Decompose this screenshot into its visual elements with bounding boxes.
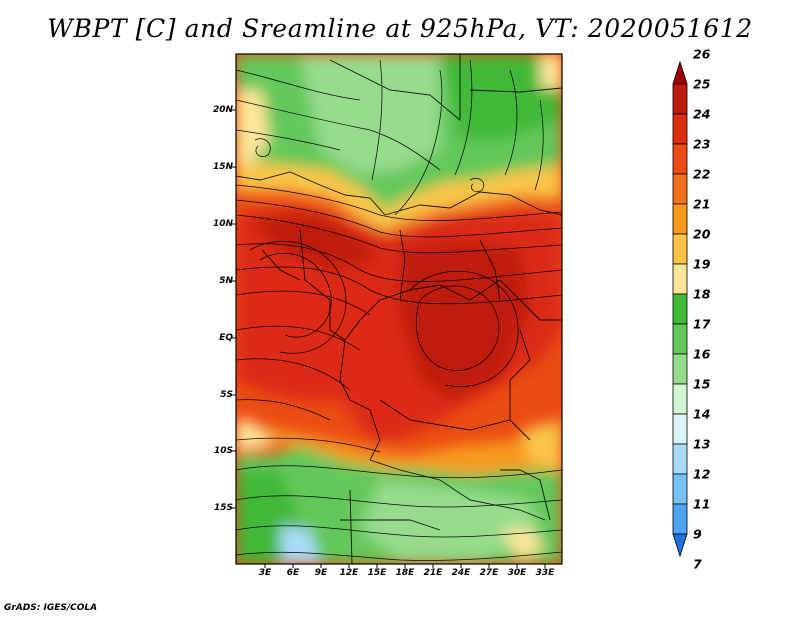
colorbar-label: 9 xyxy=(693,526,702,542)
colorbar-segment xyxy=(672,143,688,175)
streamlines xyxy=(236,59,562,561)
colorbar xyxy=(672,60,688,558)
colorbar-label: 17 xyxy=(693,316,711,332)
colorbar-label: 14 xyxy=(693,406,711,422)
colorbar-segment xyxy=(672,533,688,558)
lat-label-15n: 15N xyxy=(212,162,233,172)
lon-label-6e: 6E xyxy=(286,568,300,578)
colorbar-label: 15 xyxy=(693,376,711,392)
colorbar-segment xyxy=(672,383,688,415)
lat-label-10n: 10N xyxy=(212,219,233,229)
colorbar-label: 18 xyxy=(693,286,711,302)
country-borders xyxy=(236,54,562,564)
lat-label-5s: 5S xyxy=(220,390,233,400)
lon-label-21e: 21E xyxy=(423,568,443,578)
lon-label-30e: 30E xyxy=(507,568,527,578)
colorbar-segment xyxy=(672,473,688,505)
south-transition-band xyxy=(236,420,562,480)
lat-label-eq: EQ xyxy=(219,333,233,343)
colorbar-segment xyxy=(672,203,688,235)
colorbar-label: 12 xyxy=(693,466,711,482)
credit-text: GrADS: IGES/COLA xyxy=(4,603,98,613)
colorbar-label: 23 xyxy=(693,136,711,152)
colorbar-label: 22 xyxy=(693,166,711,182)
colorbar-segment xyxy=(672,353,688,385)
lat-label-15s: 15S xyxy=(213,503,233,513)
map-frame xyxy=(235,53,563,565)
colorbar-segment xyxy=(672,60,688,85)
lon-label-9e: 9E xyxy=(314,568,328,578)
lon-label-33e: 33E xyxy=(535,568,555,578)
colorbar-segment xyxy=(672,173,688,205)
colorbar-segment xyxy=(672,413,688,445)
map-title: WBPT [C] and Sreamline at 925hPa, VT: 20… xyxy=(47,14,753,43)
wbpt-field xyxy=(236,54,562,564)
axis-ticks xyxy=(232,109,546,568)
colorbar-label: 26 xyxy=(693,46,711,62)
lat-label-5n: 5N xyxy=(219,276,233,286)
colorbar-label: 19 xyxy=(693,256,711,272)
colorbar-label: 21 xyxy=(693,196,711,212)
colorbar-segment xyxy=(672,233,688,265)
colorbar-label: 25 xyxy=(693,76,711,92)
north-transition-band xyxy=(236,160,562,232)
colorbar-label: 11 xyxy=(693,496,711,512)
colorbar-label: 7 xyxy=(693,556,702,572)
colorbar-label: 24 xyxy=(693,106,711,122)
lon-label-24e: 24E xyxy=(451,568,471,578)
colorbar-segment xyxy=(672,293,688,325)
colorbar-segment xyxy=(672,503,688,535)
lon-label-27e: 27E xyxy=(479,568,499,578)
lon-label-18e: 18E xyxy=(395,568,415,578)
colorbar-label: 20 xyxy=(693,226,711,242)
colorbar-segment xyxy=(672,113,688,145)
colorbar-segment xyxy=(672,323,688,355)
colorbar-segment xyxy=(672,263,688,295)
colorbar-segment xyxy=(672,443,688,475)
lon-label-3e: 3E xyxy=(258,568,272,578)
colorbar-label: 16 xyxy=(693,346,711,362)
lon-label-15e: 15E xyxy=(367,568,387,578)
colorbar-segment xyxy=(672,83,688,115)
lat-label-20n: 20N xyxy=(212,105,233,115)
colorbar-label: 13 xyxy=(693,436,711,452)
lat-label-10s: 10S xyxy=(213,446,233,456)
lon-label-12e: 12E xyxy=(339,568,359,578)
